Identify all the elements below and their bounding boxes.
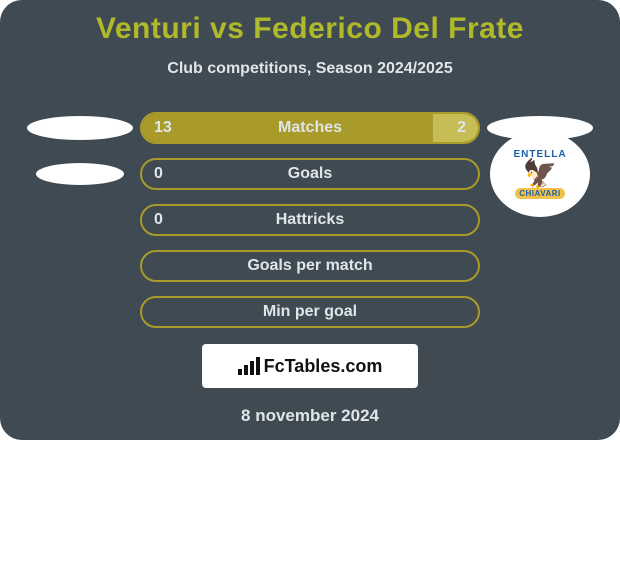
left-side [20, 163, 140, 185]
stat-bar-hattricks: 0 Hattricks [140, 204, 480, 236]
bar-right-value [454, 252, 478, 280]
bar-right-value [454, 298, 478, 326]
bar-label: Goals per match [142, 252, 478, 280]
brand-box: FcTables.com [202, 344, 418, 388]
left-player-pill-2 [36, 163, 124, 185]
stat-rows: 13 Matches 2 0 Goals ENTELLA [8, 112, 612, 328]
stat-row: Goals per match [8, 250, 612, 282]
bar-label: Matches [142, 114, 478, 142]
bar-label: Goals [142, 160, 478, 188]
bar-right-value [454, 206, 478, 234]
bar-chart-icon [238, 357, 260, 375]
stat-bar-goals: 0 Goals [140, 158, 480, 190]
stat-bar-matches: 13 Matches 2 [140, 112, 480, 144]
stat-bar-mpg: Min per goal [140, 296, 480, 328]
left-player-pill-1 [27, 116, 133, 140]
stat-row: Min per goal [8, 296, 612, 328]
bar-label: Min per goal [142, 298, 478, 326]
badge-mascot-icon: 🦅 [523, 160, 558, 188]
bar-right-value: 2 [445, 114, 478, 142]
comparison-card: Venturi vs Federico Del Frate Club compe… [0, 0, 620, 440]
page-subtitle: Club competitions, Season 2024/2025 [167, 60, 452, 78]
bar-right-value [454, 160, 478, 188]
left-side [20, 116, 140, 140]
bar-label: Hattricks [142, 206, 478, 234]
page-title: Venturi vs Federico Del Frate [96, 12, 524, 46]
brand-text: FcTables.com [264, 356, 383, 377]
badge-bottom-text: CHIAVARI [515, 188, 564, 199]
stat-bar-gpm: Goals per match [140, 250, 480, 282]
right-player-club-badge: ENTELLA 🦅 CHIAVARI [490, 131, 590, 217]
stat-row: 0 Goals ENTELLA 🦅 CHIAVARI [8, 158, 612, 190]
date-text: 8 november 2024 [241, 406, 379, 426]
